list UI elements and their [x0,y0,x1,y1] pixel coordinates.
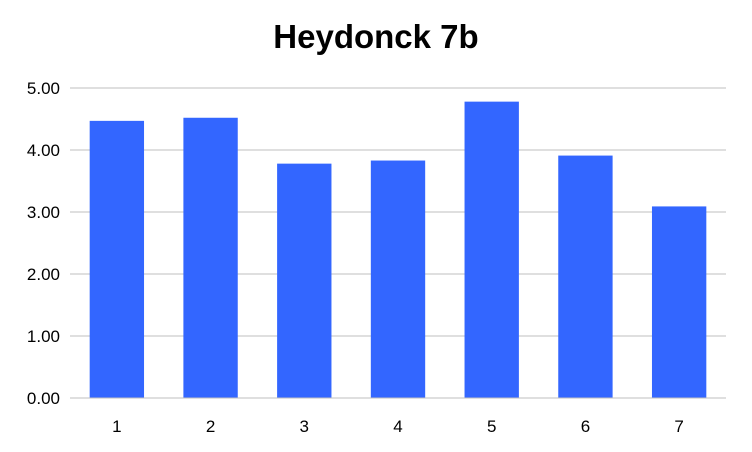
y-tick-label: 0.00 [27,389,60,408]
y-tick-label: 4.00 [27,141,60,160]
y-axis-ticks: 0.00 1.00 2.00 3.00 4.00 5.00 [27,79,60,408]
x-axis-ticks: 1 2 3 4 5 6 7 [112,417,684,436]
y-tick-label: 1.00 [27,327,60,346]
bar-6 [558,155,613,398]
bar-2 [183,117,238,398]
x-tick-label: 7 [674,417,683,436]
bar-3 [277,163,332,398]
bar-7 [651,206,707,398]
bars [89,101,707,399]
bar-1 [89,120,145,399]
x-tick-label: 3 [300,417,309,436]
bar-5 [464,101,519,398]
x-tick-label: 6 [581,417,590,436]
x-tick-label: 5 [487,417,496,436]
y-tick-label: 3.00 [27,203,60,222]
y-tick-label: 2.00 [27,265,60,284]
x-tick-label: 2 [206,417,215,436]
x-tick-label: 1 [112,417,121,436]
bar-4 [370,160,426,398]
x-tick-label: 4 [393,417,402,436]
chart-title: Heydonck 7b [273,18,479,55]
y-tick-label: 5.00 [27,79,60,98]
